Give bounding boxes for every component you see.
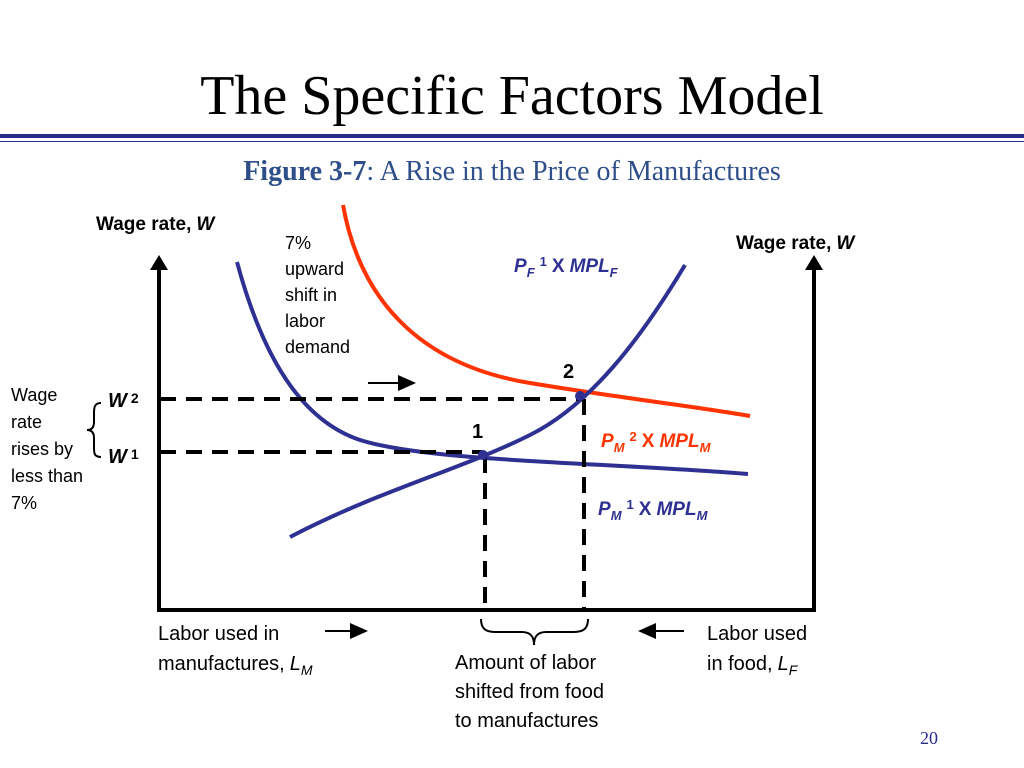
w1-sup: 1: [131, 446, 139, 462]
point-2-label: 2: [563, 361, 574, 383]
w1-var: W: [108, 446, 129, 468]
wage-rise-brace: [86, 402, 102, 458]
pm2-p: P: [601, 431, 614, 452]
pm2-x: X: [642, 431, 655, 452]
left-axis-label-var: W: [196, 214, 216, 235]
wage-rise-annotation: Wage rate rises by less than 7%: [11, 385, 88, 513]
bottom-left-label-line2: manufactures, LM: [158, 653, 313, 678]
pm1-mpl: MPL: [656, 499, 696, 520]
point-1-label: 1: [472, 421, 483, 443]
equilibrium-point-1: [478, 450, 488, 460]
pm1-curve-label: PM1 X MPLM: [598, 497, 709, 523]
page-number: 20: [920, 728, 938, 748]
bottom-right-label-sub: F: [789, 662, 799, 678]
curve-pm1-mplm: [235, 261, 749, 476]
right-axis-label: Wage rate, W: [736, 233, 856, 254]
pf-curve-label: PF1 X MPLF: [514, 254, 619, 280]
wage-rise-line-3: rises by: [11, 439, 73, 459]
pf-mplsub: F: [610, 265, 619, 280]
shift-line-3: shift in: [285, 285, 337, 305]
wage-rise-line-4: less than: [11, 466, 83, 486]
figure-label: Figure 3-7: [243, 156, 367, 187]
wage-rise-line-2: rate: [11, 412, 42, 432]
pm1-x: X: [639, 499, 652, 520]
slide-title: The Specific Factors Model: [200, 65, 824, 127]
title-rule-thick: [0, 134, 1024, 138]
pm1-psub: M: [611, 508, 623, 523]
equilibrium-point-2: [575, 391, 585, 401]
bottom-left-label-text: manufactures,: [158, 653, 285, 675]
pm2-psub: M: [614, 440, 626, 455]
w2-var: W: [108, 390, 129, 412]
pm2-mpl: MPL: [659, 431, 699, 452]
pm1-mplsub: M: [697, 508, 709, 523]
figure-caption: Figure 3-7: A Rise in the Price of Manuf…: [0, 156, 1024, 188]
pf-x: X: [552, 256, 565, 277]
bottom-left-label-sub: M: [301, 662, 313, 678]
labor-shift-brace: [480, 618, 589, 646]
left-axis-label-text: Wage rate,: [96, 214, 191, 235]
pf-psub: F: [527, 265, 536, 280]
shift-annotation: 7% upward shift in labor demand: [285, 233, 350, 357]
pf-p: P: [514, 256, 527, 277]
shift-line-2: upward: [285, 259, 344, 279]
shift-line-5: demand: [285, 337, 350, 357]
right-axis-label-var: W: [836, 233, 856, 254]
right-axis-arrowhead: [805, 255, 823, 270]
curve-pm2-mplm: [341, 204, 751, 418]
pf-mpl: MPL: [570, 256, 610, 277]
bottom-right-label-line1: Labor used: [707, 623, 807, 645]
labor-shift-annotation: Amount of labor shifted from food to man…: [455, 652, 610, 732]
bottom-right-label-line2: in food, LF: [707, 653, 799, 678]
pm1-p: P: [598, 499, 611, 520]
bottom-left-label-line1: Labor used in: [158, 623, 279, 645]
left-axis-label: Wage rate, W: [96, 214, 216, 235]
pm2-curve-label: PM2 X MPLM: [601, 429, 712, 455]
shift-line-1: 7%: [285, 233, 311, 253]
pf-sup: 1: [540, 254, 547, 269]
labor-shift-line-3: to manufactures: [455, 710, 598, 732]
curve-pf-mplf: [289, 263, 687, 539]
title-rule-thin: [0, 141, 1024, 142]
left-axis-arrowhead: [150, 255, 168, 270]
pm2-mplsub: M: [700, 440, 712, 455]
figure-caption-text: : A Rise in the Price of Manufactures: [366, 156, 781, 187]
right-axis-label-text: Wage rate,: [736, 233, 831, 254]
bottom-right-label-var: L: [778, 653, 789, 675]
bottom-left-label-var: L: [290, 653, 301, 675]
wage-rise-line-5: 7%: [11, 493, 37, 513]
w2-sup: 2: [131, 390, 139, 406]
shift-line-4: labor: [285, 311, 325, 331]
labor-shift-line-1: Amount of labor: [455, 652, 597, 674]
labor-shift-line-2: shifted from food: [455, 681, 604, 703]
pm2-sup: 2: [630, 429, 637, 444]
pm1-sup: 1: [627, 497, 634, 512]
wage-rise-line-1: Wage: [11, 385, 57, 405]
bottom-right-label-text: in food,: [707, 653, 773, 675]
